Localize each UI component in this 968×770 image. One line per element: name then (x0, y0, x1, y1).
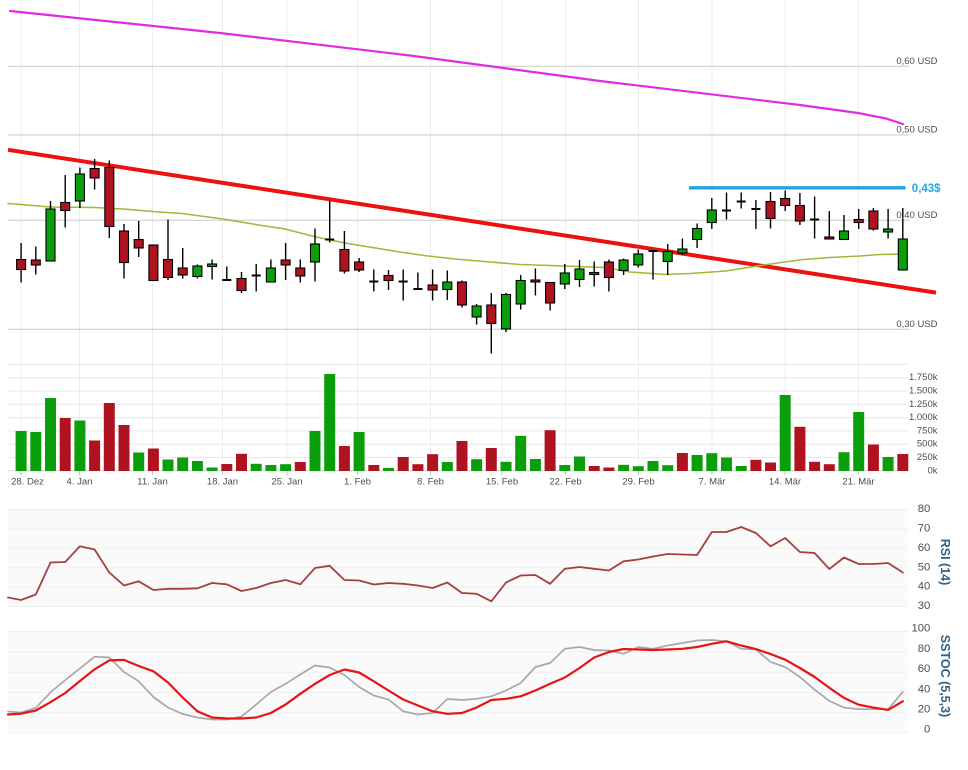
svg-text:1.750k: 1.750k (909, 372, 938, 383)
svg-text:15. Feb: 15. Feb (486, 477, 518, 488)
svg-text:7. Mär: 7. Mär (699, 477, 726, 488)
svg-text:21. Mär: 21. Mär (842, 477, 874, 488)
svg-text:80: 80 (918, 503, 931, 515)
svg-text:25. Jan: 25. Jan (271, 477, 302, 488)
svg-text:0,40 USD: 0,40 USD (896, 210, 937, 221)
svg-text:0,43$: 0,43$ (912, 183, 941, 195)
svg-text:RSI (14): RSI (14) (938, 539, 952, 586)
svg-text:40: 40 (918, 683, 931, 695)
svg-text:60: 60 (918, 542, 931, 554)
svg-text:100: 100 (911, 623, 930, 635)
svg-text:1.250k: 1.250k (909, 399, 938, 410)
svg-text:8. Feb: 8. Feb (417, 477, 444, 488)
svg-text:1. Feb: 1. Feb (344, 477, 371, 488)
svg-text:0,30 USD: 0,30 USD (896, 319, 937, 330)
svg-text:18. Jan: 18. Jan (207, 477, 238, 488)
svg-text:0: 0 (924, 724, 930, 736)
svg-text:750k: 750k (917, 425, 938, 436)
svg-text:50: 50 (918, 561, 931, 573)
svg-text:40: 40 (918, 581, 931, 593)
svg-text:29. Feb: 29. Feb (622, 477, 654, 488)
svg-text:0,60 USD: 0,60 USD (896, 56, 937, 67)
svg-text:22. Feb: 22. Feb (549, 477, 581, 488)
svg-text:SSTOC (5,5,3): SSTOC (5,5,3) (938, 635, 952, 717)
svg-text:500k: 500k (917, 439, 938, 450)
svg-text:250k: 250k (917, 452, 938, 463)
svg-text:1.500k: 1.500k (909, 386, 938, 397)
svg-text:14. Mär: 14. Mär (769, 477, 801, 488)
svg-text:70: 70 (918, 523, 931, 535)
svg-text:60: 60 (918, 663, 931, 675)
svg-text:28. Dez: 28. Dez (11, 477, 44, 488)
svg-text:1.000k: 1.000k (909, 412, 938, 423)
svg-text:4. Jan: 4. Jan (67, 477, 93, 488)
svg-text:11. Jan: 11. Jan (137, 477, 167, 488)
svg-text:0,50 USD: 0,50 USD (896, 125, 937, 136)
svg-text:30: 30 (918, 600, 931, 612)
svg-text:80: 80 (918, 643, 931, 655)
svg-text:0k: 0k (927, 465, 937, 476)
svg-text:20: 20 (918, 704, 931, 716)
